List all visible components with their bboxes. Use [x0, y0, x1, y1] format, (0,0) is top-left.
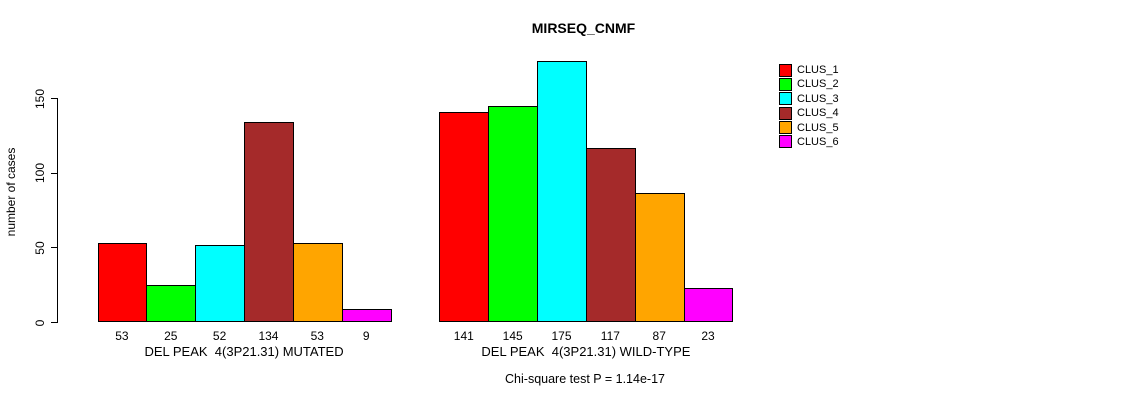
- bar: [146, 285, 197, 323]
- legend-label: CLUS_1: [797, 64, 839, 76]
- legend-label: CLUS_5: [797, 121, 839, 134]
- y-tick-label: 0: [33, 319, 47, 326]
- legend-label: CLUS_2: [797, 78, 839, 91]
- legend-color-swatch: [779, 63, 792, 77]
- group-label: DEL PEAK 4(3P21.31) WILD-TYPE: [481, 344, 691, 359]
- bar: [439, 111, 490, 323]
- bar-value-label: 175: [551, 329, 572, 343]
- legend-label: CLUS_6: [797, 135, 839, 148]
- legend-item: CLUS_1: [779, 63, 839, 77]
- bar: [97, 243, 148, 323]
- bar: [634, 192, 685, 323]
- bar: [683, 288, 734, 323]
- y-tick: [51, 172, 57, 174]
- y-axis-line: [57, 98, 58, 323]
- y-axis-label: number of cases: [4, 147, 18, 237]
- bar: [537, 61, 587, 323]
- y-tick: [51, 98, 57, 99]
- bar-value-label: 53: [310, 329, 324, 343]
- y-tick-label: 50: [33, 241, 47, 255]
- bar: [195, 244, 246, 323]
- group-label: DEL PEAK 4(3P21.31) MUTATED: [144, 344, 344, 359]
- legend-color-swatch: [779, 92, 792, 106]
- legend-item: CLUS_2: [779, 77, 839, 91]
- y-tick-label: 150: [33, 88, 47, 109]
- y-tick: [51, 247, 57, 249]
- bar-value-label: 145: [502, 329, 523, 343]
- legend-label: CLUS_3: [797, 92, 839, 105]
- legend: CLUS_1 CLUS_2 CLUS_3 CLUS_4 CLUS_5 CLUS_6: [779, 63, 839, 150]
- chi-square-annotation: Chi-square test P = 1.14e-17: [505, 372, 665, 386]
- bar-value-label: 52: [212, 329, 227, 343]
- legend-item: CLUS_4: [779, 106, 839, 120]
- legend-item: CLUS_6: [779, 135, 839, 149]
- bar: [292, 243, 343, 323]
- legend-item: CLUS_5: [779, 121, 839, 135]
- legend-color-swatch: [779, 77, 792, 91]
- bar-value-label: 25: [164, 329, 178, 343]
- legend-color-swatch: [779, 121, 792, 135]
- legend-color-swatch: [779, 135, 792, 149]
- bar: [488, 105, 539, 323]
- bar: [341, 309, 392, 323]
- bar-value-label: 9: [362, 329, 370, 343]
- legend-label: CLUS_4: [797, 107, 839, 120]
- bar-value-label: 117: [600, 329, 620, 343]
- bar-value-label: 141: [453, 329, 474, 343]
- legend-item: CLUS_3: [779, 92, 839, 106]
- y-tick-label: 100: [33, 163, 47, 184]
- bar-value-label: 87: [652, 329, 666, 343]
- legend-color-swatch: [779, 106, 792, 120]
- y-tick: [51, 322, 57, 323]
- bar-value-label: 53: [115, 329, 129, 343]
- bar-value-label: 134: [258, 329, 279, 343]
- bar: [585, 147, 636, 323]
- bar-value-label: 23: [701, 329, 715, 343]
- bar: [244, 122, 294, 323]
- chart-title: MIRSEQ_CNMF: [531, 20, 636, 36]
